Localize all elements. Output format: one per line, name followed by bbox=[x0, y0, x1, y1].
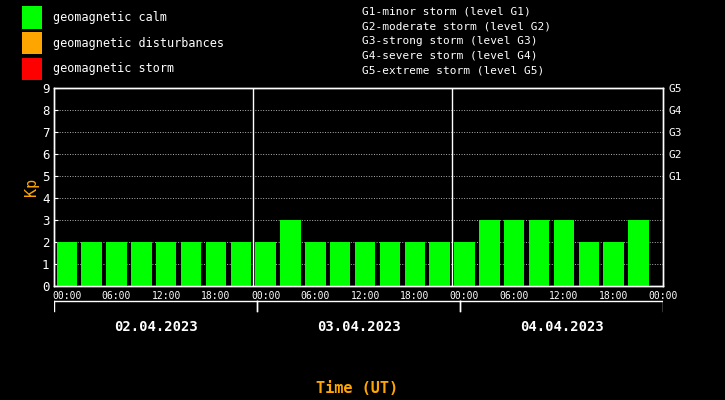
Bar bbox=[479, 220, 500, 286]
Text: geomagnetic calm: geomagnetic calm bbox=[53, 11, 167, 24]
Bar bbox=[231, 242, 251, 286]
Bar bbox=[603, 242, 624, 286]
Text: 03.04.2023: 03.04.2023 bbox=[317, 320, 401, 334]
Text: 02.04.2023: 02.04.2023 bbox=[114, 320, 198, 334]
Bar bbox=[305, 242, 326, 286]
Bar bbox=[181, 242, 202, 286]
Text: G5-extreme storm (level G5): G5-extreme storm (level G5) bbox=[362, 66, 544, 76]
Bar bbox=[380, 242, 400, 286]
Bar bbox=[405, 242, 425, 286]
Text: G4-severe storm (level G4): G4-severe storm (level G4) bbox=[362, 51, 538, 61]
Text: Time (UT): Time (UT) bbox=[316, 381, 399, 396]
Text: geomagnetic disturbances: geomagnetic disturbances bbox=[53, 37, 224, 50]
Bar bbox=[529, 220, 550, 286]
Text: G1-minor storm (level G1): G1-minor storm (level G1) bbox=[362, 6, 531, 16]
Bar bbox=[281, 220, 301, 286]
Bar bbox=[579, 242, 599, 286]
Bar bbox=[504, 220, 524, 286]
Bar bbox=[429, 242, 450, 286]
Bar bbox=[81, 242, 102, 286]
Bar bbox=[22, 58, 42, 80]
Bar bbox=[156, 242, 176, 286]
Text: 04.04.2023: 04.04.2023 bbox=[520, 320, 604, 334]
Text: G2-moderate storm (level G2): G2-moderate storm (level G2) bbox=[362, 21, 552, 31]
Text: geomagnetic storm: geomagnetic storm bbox=[53, 62, 174, 75]
Bar bbox=[206, 242, 226, 286]
Bar bbox=[330, 242, 350, 286]
Bar bbox=[255, 242, 276, 286]
Bar bbox=[554, 220, 574, 286]
Y-axis label: Kp: Kp bbox=[24, 178, 39, 196]
Text: G3-strong storm (level G3): G3-strong storm (level G3) bbox=[362, 36, 538, 46]
Bar bbox=[107, 242, 127, 286]
Bar bbox=[22, 32, 42, 54]
Bar bbox=[629, 220, 649, 286]
Bar bbox=[355, 242, 376, 286]
Bar bbox=[57, 242, 77, 286]
Bar bbox=[455, 242, 475, 286]
Bar bbox=[131, 242, 152, 286]
Bar bbox=[22, 6, 42, 29]
